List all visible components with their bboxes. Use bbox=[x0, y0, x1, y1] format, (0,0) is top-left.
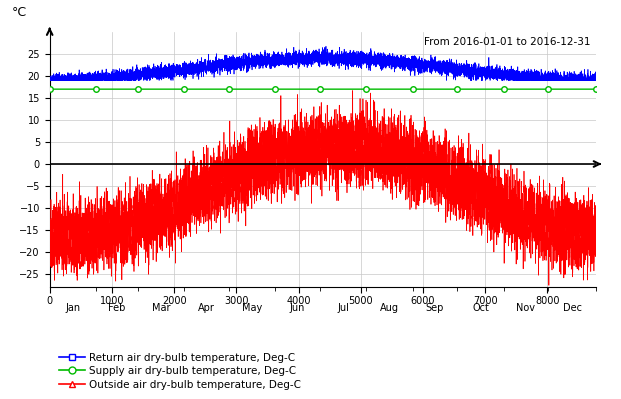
Text: Nov: Nov bbox=[517, 302, 535, 312]
Text: Feb: Feb bbox=[108, 302, 125, 312]
Text: Oct: Oct bbox=[472, 302, 489, 312]
Text: Dec: Dec bbox=[563, 302, 582, 312]
Legend: Return air dry-bulb temperature, Deg-C, Supply air dry-bulb temperature, Deg-C, : Return air dry-bulb temperature, Deg-C, … bbox=[55, 348, 306, 394]
Text: From 2016-01-01 to 2016-12-31: From 2016-01-01 to 2016-12-31 bbox=[424, 37, 591, 47]
Text: May: May bbox=[242, 302, 262, 312]
Text: Sep: Sep bbox=[426, 302, 444, 312]
Text: °C: °C bbox=[12, 6, 27, 19]
Text: Aug: Aug bbox=[380, 302, 399, 312]
Text: Jan: Jan bbox=[65, 302, 80, 312]
Text: Jul: Jul bbox=[337, 302, 349, 312]
Text: Mar: Mar bbox=[152, 302, 170, 312]
Text: Apr: Apr bbox=[198, 302, 215, 312]
Text: Jun: Jun bbox=[290, 302, 306, 312]
